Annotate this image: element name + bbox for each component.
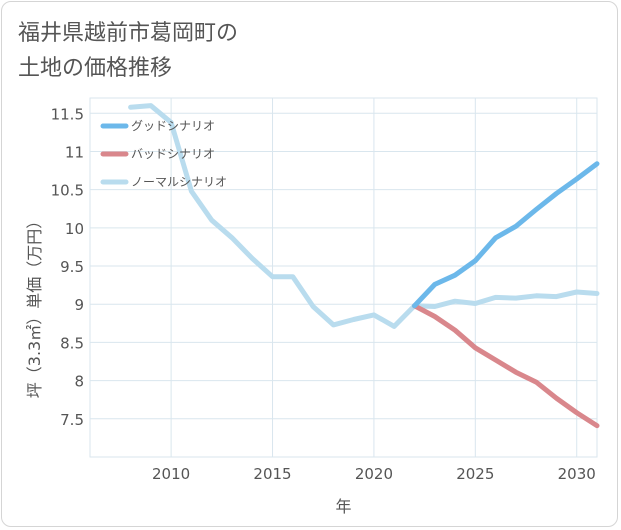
series-lines bbox=[128, 103, 600, 429]
x-tick-label: 2020 bbox=[355, 465, 393, 483]
series-line-normal bbox=[128, 103, 600, 329]
y-tick-label: 11 bbox=[65, 143, 84, 161]
chart-title-line-1: 福井県越前市葛岡町の bbox=[18, 21, 239, 46]
y-axis-label: 坪（3.3㎡）単価（万円） bbox=[25, 213, 44, 398]
y-tick-label: 9 bbox=[74, 296, 84, 314]
x-axis-label: 年 bbox=[335, 497, 351, 516]
y-tick-label: 7.5 bbox=[60, 411, 84, 429]
y-tick-label: 10.5 bbox=[51, 182, 84, 200]
x-tick-label: 2030 bbox=[558, 465, 596, 483]
y-tick-label: 8 bbox=[74, 373, 84, 391]
x-tick-label: 2025 bbox=[456, 465, 494, 483]
chart-title: 福井県越前市葛岡町の 土地の価格推移 bbox=[18, 16, 238, 86]
plot-frame bbox=[89, 97, 598, 458]
legend-label-bad: バッドシナリオ bbox=[131, 147, 215, 161]
x-tick-label: 2010 bbox=[152, 465, 190, 483]
series-line-bad bbox=[412, 303, 600, 429]
y-tick-label: 10 bbox=[65, 220, 84, 238]
x-axis-ticks: 2010 2015 2020 2025 2030 bbox=[152, 465, 596, 483]
series-line-good bbox=[412, 161, 600, 309]
y-tick-label: 11.5 bbox=[51, 105, 84, 123]
y-tick-label: 9.5 bbox=[60, 258, 84, 276]
y-tick-label: 8.5 bbox=[60, 334, 84, 352]
chart-title-line-2: 土地の価格推移 bbox=[18, 56, 173, 81]
x-tick-label: 2015 bbox=[253, 465, 291, 483]
legend-label-normal: ノーマルシナリオ bbox=[131, 175, 227, 189]
y-axis-ticks: 7.5 8 8.5 9 9.5 10 10.5 11 11.5 bbox=[51, 105, 84, 429]
legend-label-good: グッドシナリオ bbox=[131, 119, 215, 133]
